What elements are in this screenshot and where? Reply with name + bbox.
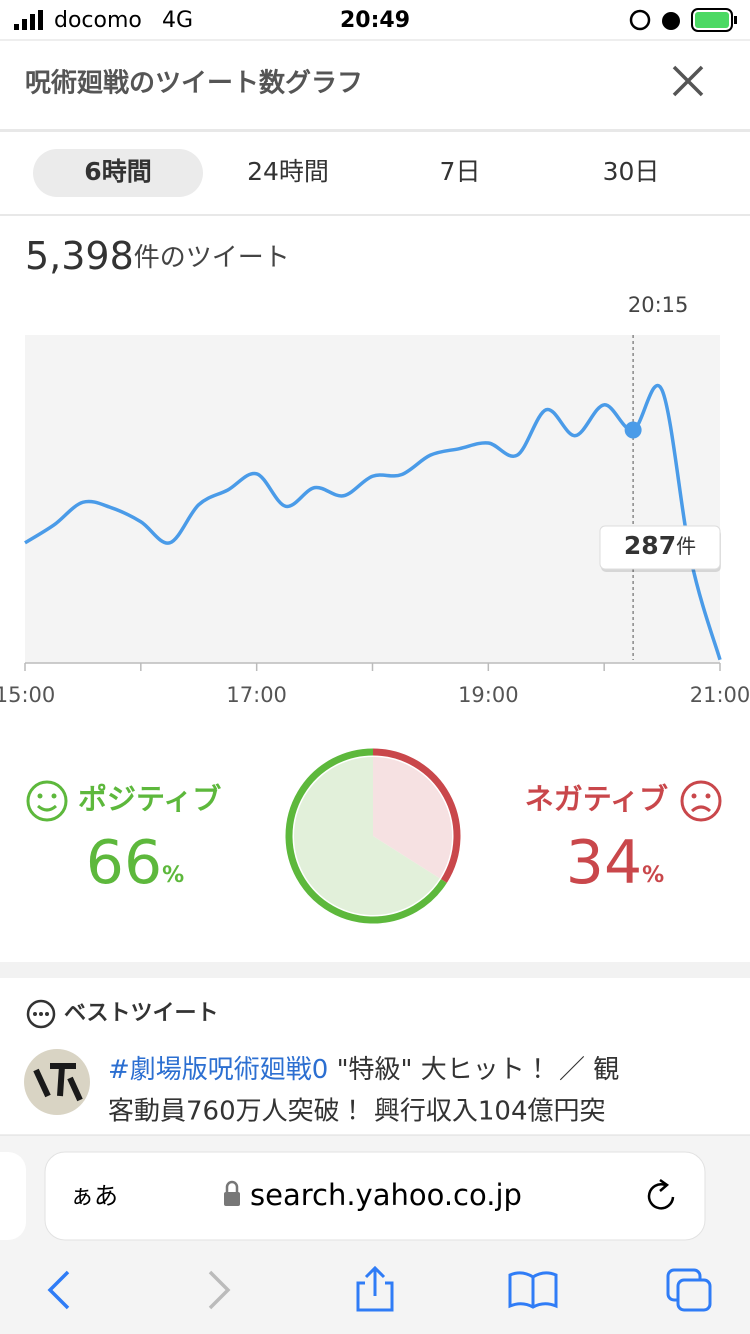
carrier: docomo bbox=[54, 8, 142, 33]
bookmarks-button[interactable] bbox=[508, 1271, 558, 1309]
lock-icon bbox=[224, 1192, 240, 1206]
tooltip bbox=[599, 525, 721, 570]
tab[interactable]: 24時間 bbox=[247, 157, 329, 186]
icon-dot bbox=[45, 1012, 49, 1016]
pie-slice bbox=[373, 757, 453, 879]
icon-eye bbox=[691, 793, 697, 799]
signal-bar bbox=[14, 24, 19, 30]
icon-dot bbox=[39, 1012, 43, 1016]
forward-button[interactable] bbox=[208, 1270, 231, 1310]
x-tick-label: 15:00 bbox=[0, 683, 55, 707]
icon-eye bbox=[37, 793, 43, 799]
signal-bar bbox=[38, 10, 43, 30]
signal-bar bbox=[22, 19, 27, 30]
share-arrow bbox=[364, 1265, 386, 1296]
url-bar-bg bbox=[44, 1151, 706, 1241]
tabs: 6時間 24時間 7日 30日 bbox=[84, 157, 659, 186]
x-tick-label: 17:00 bbox=[226, 683, 287, 707]
tweet-count: 5,398 bbox=[25, 234, 134, 278]
tweet-line: #劇場版呪術廻戦0 "特級" 大ヒット！ ／ 観 bbox=[108, 1055, 619, 1085]
reload-button[interactable] bbox=[647, 1183, 675, 1210]
icon-eye bbox=[51, 793, 57, 799]
tweet-summary: 5,398件のツイート bbox=[25, 234, 290, 278]
battery bbox=[691, 8, 733, 32]
lock-shackle bbox=[225, 1180, 239, 1192]
avatar-glyph bbox=[33, 1063, 83, 1102]
battery-level bbox=[695, 12, 729, 28]
text-size-button[interactable]: ぁあ bbox=[70, 1182, 118, 1210]
close-button[interactable] bbox=[672, 65, 704, 97]
sentiment-number: 66 bbox=[86, 828, 162, 898]
share-button[interactable] bbox=[356, 1265, 394, 1312]
sentiment-label: ネガティブ bbox=[525, 782, 668, 816]
tab[interactable]: 7日 bbox=[440, 157, 481, 186]
pie-slice bbox=[294, 757, 440, 915]
cursor-time: 20:15 bbox=[628, 293, 689, 317]
sentiment-number: 34 bbox=[566, 828, 642, 898]
tweet-count-suffix: 件のツイート bbox=[134, 243, 290, 273]
avatar[interactable] bbox=[24, 1049, 90, 1115]
icon-face bbox=[26, 780, 68, 822]
tab[interactable]: 30日 bbox=[603, 157, 660, 186]
hashtag[interactable]: #劇場版呪術廻戦0 bbox=[108, 1055, 328, 1085]
pie-ring bbox=[285, 748, 447, 924]
battery-tip bbox=[734, 16, 737, 24]
icon-mouth bbox=[37, 804, 57, 812]
url-bar[interactable]: ぁあ search.yahoo.co.jp bbox=[44, 1151, 706, 1241]
signal-bar bbox=[30, 14, 35, 30]
url: search.yahoo.co.jp bbox=[250, 1178, 522, 1212]
page-title: 呪術廻戦のツイート数グラフ bbox=[25, 69, 363, 99]
icon-eye bbox=[705, 793, 711, 799]
tabs-icon bbox=[676, 1278, 712, 1312]
line-chart: 15:00 17:00 19:00 21:00 20:15 287件 bbox=[0, 293, 750, 707]
tabs-button[interactable] bbox=[666, 1268, 712, 1312]
x-tick-label: 21:00 bbox=[690, 683, 750, 707]
sentiment-value: 34% bbox=[566, 828, 664, 898]
sentiment-value: 66% bbox=[86, 828, 184, 898]
best-tweet-heading: ベストツイート bbox=[64, 1001, 218, 1026]
highlight-point bbox=[624, 421, 642, 439]
tab[interactable]: 6時間 bbox=[84, 157, 151, 186]
back-button[interactable] bbox=[47, 1270, 70, 1310]
tooltip-text: 287件 bbox=[624, 531, 696, 560]
sentiment-unit: % bbox=[162, 863, 184, 888]
section-gap bbox=[0, 962, 750, 978]
alarm-icon bbox=[662, 12, 680, 30]
sentiment-label: ポジティブ bbox=[78, 782, 221, 816]
icon-mouth bbox=[691, 805, 711, 813]
lock-icon bbox=[629, 9, 651, 31]
icon-bubble bbox=[26, 999, 56, 1029]
reload-arrow bbox=[659, 1178, 670, 1192]
prev-tab-edge[interactable] bbox=[0, 1152, 26, 1240]
icon-dot bbox=[33, 1012, 37, 1016]
share-box bbox=[356, 1281, 394, 1312]
tab-selected-bg bbox=[33, 149, 203, 197]
status-bar: docomo 4G 20:49 bbox=[14, 8, 737, 33]
network: 4G bbox=[162, 8, 193, 33]
pie-ring bbox=[372, 748, 461, 883]
icon-face bbox=[680, 780, 722, 822]
clock: 20:49 bbox=[340, 8, 410, 33]
sad-icon bbox=[680, 780, 722, 822]
plot-area bbox=[25, 335, 720, 663]
close-icon bbox=[672, 65, 704, 97]
speech-icon bbox=[26, 999, 56, 1029]
tooltip-unit: 件 bbox=[676, 534, 696, 558]
tweet-text: "特級" 大ヒット！ ／ 観 bbox=[328, 1055, 619, 1085]
tooltip-value: 287 bbox=[624, 531, 676, 560]
smile-icon bbox=[26, 780, 68, 822]
sentiment-unit: % bbox=[642, 863, 664, 888]
x-tick-label: 19:00 bbox=[458, 683, 519, 707]
tweet-line: 客動員760万人突破！ 興行収入104億円突 bbox=[108, 1097, 606, 1127]
divider bbox=[0, 129, 750, 132]
sentiment: ポジティブ 66% ネガティブ 34% bbox=[26, 748, 722, 924]
